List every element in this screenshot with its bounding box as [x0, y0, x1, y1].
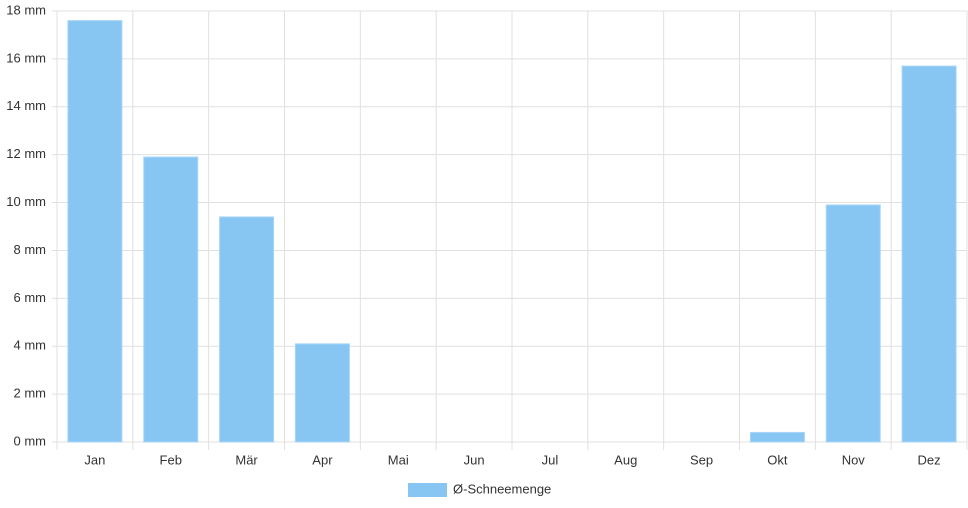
y-tick-label: 12 mm — [6, 146, 46, 161]
x-tick-label: Jun — [464, 452, 485, 467]
x-tick-label: Feb — [160, 452, 182, 467]
y-tick-label: 4 mm — [14, 338, 47, 353]
bar — [825, 204, 881, 443]
x-tick-label: Jul — [542, 452, 559, 467]
y-tick-label: 10 mm — [6, 194, 46, 209]
x-tick-label: Jan — [84, 452, 105, 467]
x-tick-label: Aug — [614, 452, 637, 467]
x-tick-label: Mär — [235, 452, 258, 467]
legend-label: Ø-Schneemenge — [453, 481, 551, 496]
bar — [219, 216, 275, 443]
y-tick-label: 14 mm — [6, 98, 46, 113]
x-tick-label: Apr — [312, 452, 333, 467]
x-tick-label: Sep — [690, 452, 713, 467]
y-tick-label: 0 mm — [14, 433, 47, 448]
legend-swatch — [408, 483, 447, 497]
y-tick-label: 8 mm — [14, 242, 47, 257]
x-tick-label: Okt — [767, 452, 788, 467]
x-tick-label: Nov — [842, 452, 866, 467]
x-tick-label: Mai — [388, 452, 409, 467]
y-tick-label: 18 mm — [6, 2, 46, 17]
x-tick-label: Dez — [918, 452, 941, 467]
y-tick-label: 16 mm — [6, 50, 46, 65]
bar — [143, 156, 199, 443]
bar — [749, 431, 805, 443]
y-tick-label: 6 mm — [14, 290, 47, 305]
bar — [294, 343, 350, 443]
y-tick-label: 2 mm — [14, 386, 47, 401]
bar — [67, 20, 123, 443]
bar — [901, 65, 957, 443]
